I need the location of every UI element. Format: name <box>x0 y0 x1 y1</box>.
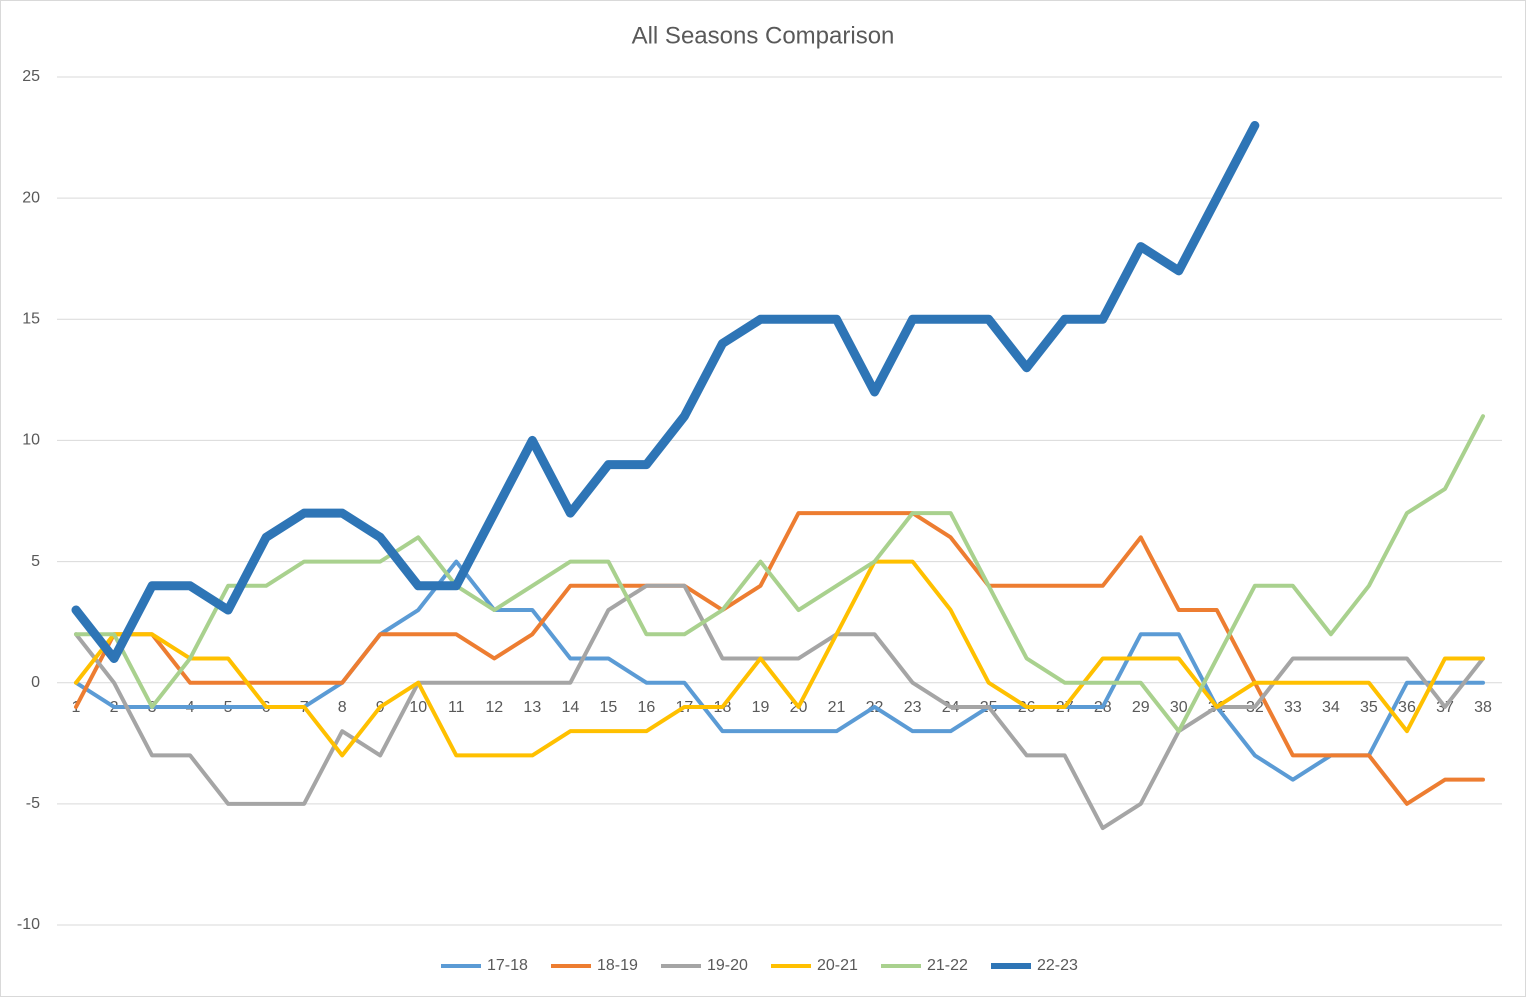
legend-label: 20-21 <box>817 957 858 974</box>
x-tick-label: 13 <box>523 699 541 716</box>
x-tick-label: 34 <box>1322 699 1340 716</box>
legend-label: 18-19 <box>597 957 638 974</box>
x-tick-label: 8 <box>338 699 347 716</box>
x-tick-label: 21 <box>828 699 846 716</box>
y-tick-label: 0 <box>31 674 40 691</box>
x-tick-label: 19 <box>752 699 770 716</box>
y-tick-label: -5 <box>26 795 40 812</box>
legend-label: 19-20 <box>707 957 748 974</box>
series-line <box>74 583 1485 831</box>
x-tick-label: 14 <box>561 699 579 716</box>
x-tick-label: 11 <box>448 699 465 716</box>
x-tick-label: 15 <box>599 699 617 716</box>
x-tick-label: 38 <box>1474 699 1492 716</box>
y-tick-label: 10 <box>22 432 40 449</box>
series-line <box>71 120 1260 663</box>
legend-label: 17-18 <box>487 957 528 974</box>
x-tick-label: 12 <box>485 699 503 716</box>
series-line <box>74 559 1485 758</box>
chart-title: All Seasons Comparison <box>632 22 895 49</box>
x-tick-label: 23 <box>904 699 922 716</box>
x-tick-label: 33 <box>1284 699 1302 716</box>
legend-label: 22-23 <box>1037 957 1078 974</box>
x-tick-label: 30 <box>1170 699 1188 716</box>
y-tick-label: 20 <box>22 189 40 206</box>
series-line <box>74 559 1485 782</box>
x-tick-label: 16 <box>638 699 656 716</box>
x-tick-label: 10 <box>409 699 427 716</box>
y-tick-label: 25 <box>22 68 40 85</box>
series-line <box>74 414 1485 734</box>
series-line <box>74 511 1485 806</box>
legend-label: 21-22 <box>927 957 968 974</box>
x-tick-label: 29 <box>1132 699 1150 716</box>
y-tick-label: 15 <box>22 311 40 328</box>
y-tick-label: 5 <box>31 553 40 570</box>
x-tick-label: 36 <box>1398 699 1416 716</box>
x-tick-label: 35 <box>1360 699 1378 716</box>
y-tick-label: -10 <box>17 916 40 933</box>
